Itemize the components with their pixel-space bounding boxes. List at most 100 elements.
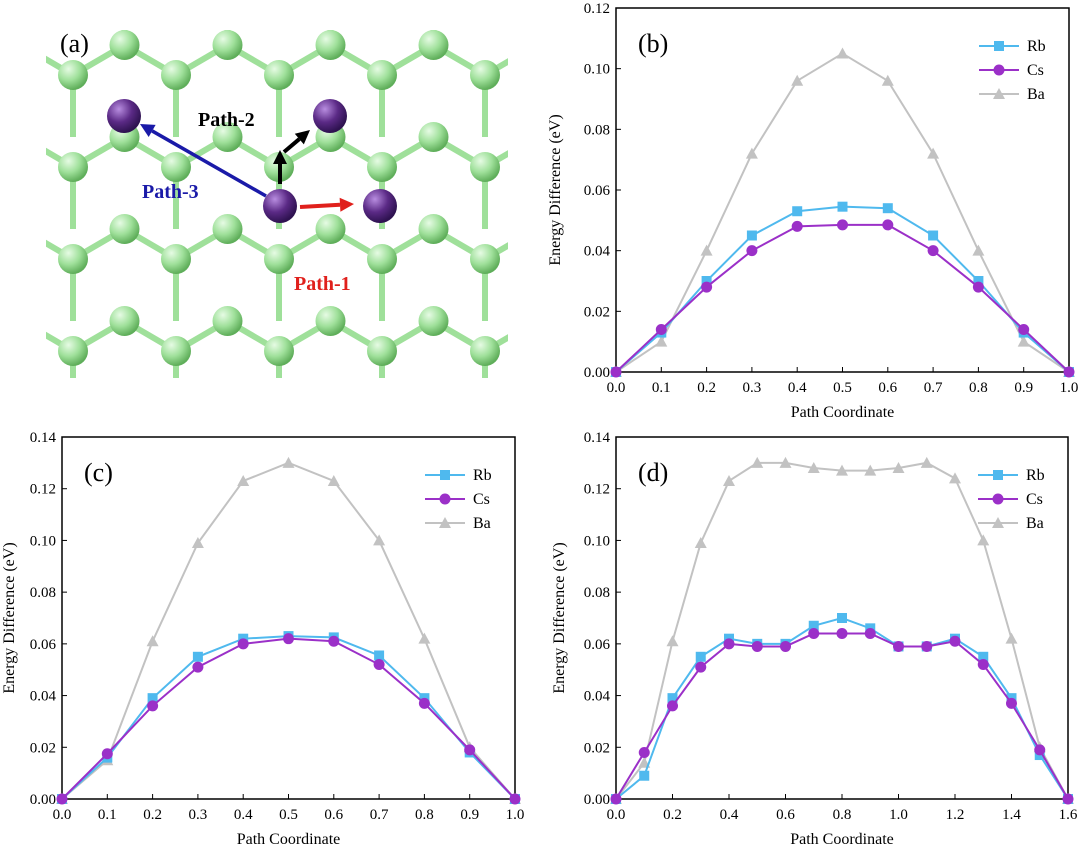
y-axis-label: Energy Difference (eV) — [551, 542, 568, 693]
data-point-cs — [464, 744, 476, 756]
panel-label: (b) — [638, 29, 668, 58]
legend-marker — [439, 517, 451, 528]
carbon-atom — [522, 214, 541, 244]
panel-label: (d) — [638, 458, 668, 487]
y-tick-label: 0.10 — [584, 533, 610, 549]
data-point-cs — [237, 638, 249, 650]
path-arrow-layer — [140, 124, 354, 212]
data-point-cs — [373, 659, 385, 671]
legend-label: Rb — [473, 467, 492, 484]
legend-marker — [440, 470, 450, 480]
x-tick-label: 0.2 — [697, 380, 716, 396]
carbon-atom — [418, 30, 449, 60]
data-point-ba — [892, 462, 905, 474]
data-point-cs — [977, 659, 989, 671]
carbon-atom — [470, 244, 500, 274]
adsorbate-atom — [363, 189, 397, 223]
carbon-atom — [367, 336, 397, 366]
data-point-cs — [695, 661, 707, 673]
data-point-cs — [1018, 324, 1030, 336]
carbon-atom — [367, 244, 397, 274]
path-3-label: Path-3 — [142, 181, 199, 203]
x-tick-label: 0.5 — [279, 807, 298, 823]
carbon-bond — [0, 321, 22, 351]
legend-marker — [993, 64, 1005, 76]
data-point-cs — [836, 628, 848, 640]
carbon-atom — [470, 60, 500, 90]
data-point-ba — [807, 462, 820, 474]
legend-label: Ba — [1026, 515, 1044, 532]
x-axis-label: Path Coordinate — [237, 831, 341, 848]
carbon-atom — [522, 30, 541, 60]
data-point-ba — [972, 244, 985, 256]
legend: Rb Cs Ba — [979, 38, 1046, 103]
y-tick-label: 0.14 — [30, 430, 57, 446]
series-ba — [56, 456, 521, 804]
x-axis-label: Path Coordinate — [790, 831, 894, 848]
data-point-cs — [893, 640, 904, 652]
carbon-atom — [418, 306, 449, 336]
adsorbate-atom — [107, 99, 141, 133]
series-rb — [611, 201, 1074, 377]
series-line-cs — [615, 632, 1069, 800]
energy-plot-c: 0.00 0.02 0.04 0.06 0.08 0.10 0.12 0.14 0.0 0.1 0.… — [1, 430, 525, 848]
energy-plot-b: 0.00 0.02 0.04 0.06 0.08 0.10 0.12 0.0 0.1 0.2 0.3… — [547, 1, 1078, 421]
data-point-ba — [327, 474, 340, 486]
legend-label: Rb — [1027, 38, 1046, 55]
x-tick-label: 1.0 — [889, 807, 908, 823]
data-point-ba — [700, 244, 713, 256]
data-point-cs — [837, 219, 848, 231]
series-line-cs — [615, 223, 1070, 373]
data-point-ba — [920, 456, 933, 468]
data-point-ba — [791, 74, 804, 86]
carbon-atom — [58, 336, 88, 366]
legend-marker — [993, 88, 1005, 99]
x-tick-label: 1.6 — [1059, 807, 1078, 823]
data-point-rb — [695, 651, 706, 662]
carbon-atom — [470, 336, 500, 366]
data-point-cs — [751, 640, 763, 652]
data-point-cs — [283, 633, 294, 645]
x-tick-label: 0.0 — [607, 807, 626, 823]
data-point-cs — [147, 700, 159, 712]
series-rb — [611, 613, 1073, 804]
data-point-rb — [701, 276, 712, 286]
data-point-cs — [667, 700, 678, 712]
data-point-cs — [1034, 744, 1046, 756]
data-point-cs — [56, 793, 68, 805]
x-tick-label: 0.3 — [743, 380, 762, 396]
carbon-atom — [161, 244, 191, 274]
path-2-label: Path-2 — [198, 109, 255, 131]
y-tick-label: 0.02 — [584, 740, 610, 756]
path-1-label: Path-1 — [294, 273, 351, 295]
data-point-ba — [881, 74, 894, 86]
carbon-atom — [7, 306, 37, 336]
data-point-ba — [836, 47, 849, 59]
carbon-atom — [315, 306, 346, 336]
energy-plot-d: 0.00 0.02 0.04 0.06 0.08 0.10 0.12 0.14 0.0 0.2 0.… — [551, 430, 1078, 848]
path-1-arrow — [299, 197, 354, 212]
data-point-rb — [667, 693, 678, 704]
legend-marker — [994, 41, 1004, 51]
adsorbate-atom-layer — [107, 99, 397, 223]
carbon-atom — [212, 306, 243, 336]
series-line-ba — [61, 461, 516, 800]
data-point-cs — [610, 793, 622, 805]
carbon-atom — [212, 122, 243, 152]
x-tick-label: 0.1 — [652, 380, 671, 396]
data-point-ba — [282, 456, 295, 468]
y-tick-label: 0.04 — [30, 689, 57, 705]
plot-frame — [615, 7, 1070, 373]
data-point-cs — [791, 220, 803, 232]
y-tick-label: 0.06 — [584, 183, 611, 199]
y-tick-label: 0.08 — [584, 122, 610, 138]
carbon-atom — [264, 336, 294, 366]
x-tick-label: 0.6 — [776, 807, 795, 823]
y-tick-label: 0.14 — [584, 430, 611, 446]
data-point-cs — [418, 697, 430, 709]
y-tick-label: 0.12 — [30, 482, 56, 498]
x-axis-label: Path Coordinate — [791, 404, 895, 421]
x-tick-label: 1.0 — [506, 807, 525, 823]
data-point-rb — [147, 693, 158, 704]
data-point-cs — [1062, 793, 1074, 805]
